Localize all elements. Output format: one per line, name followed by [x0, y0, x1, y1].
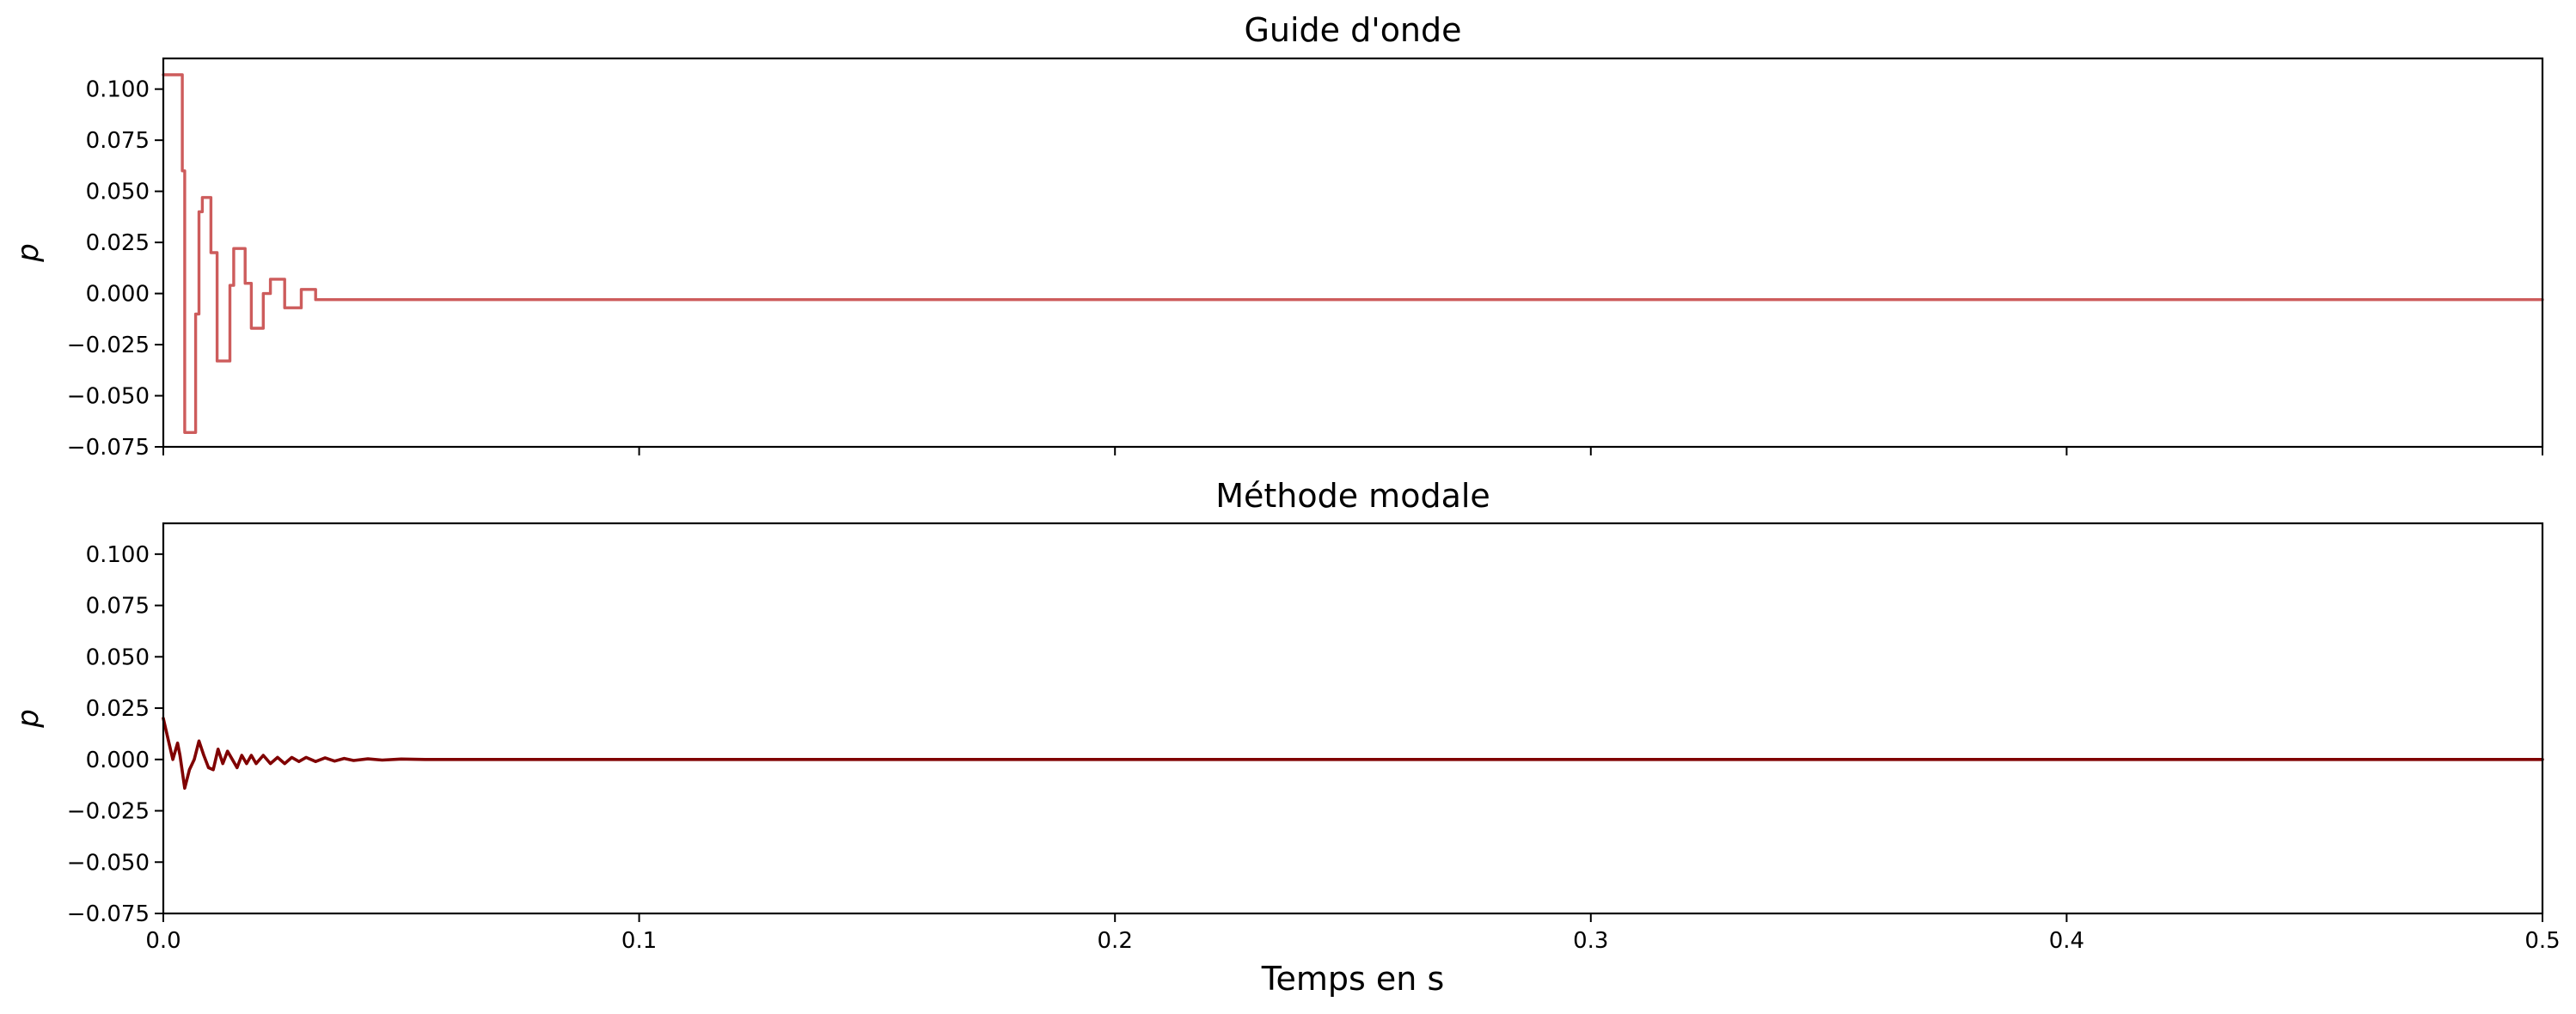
y-tick-label: 0.075: [86, 594, 150, 620]
y-tick-label: 0.050: [86, 180, 150, 205]
y-tick-label: −0.025: [67, 799, 150, 825]
x-tick-label: 0.1: [621, 928, 657, 954]
x-tick-label: 0.2: [1098, 928, 1133, 954]
y-tick-label: 0.000: [86, 282, 150, 308]
x-tick-label: 0.0: [145, 928, 181, 954]
top-panel-plot-area: 0.100 0.075 0.050 0.025 0.000 −0.025 −0.050 −0.…: [67, 73, 2544, 461]
top-panel-title: Guide d'onde: [1244, 11, 1461, 49]
bottom-panel-plot-area: 0.100 0.075 0.050 0.025 0.000 −0.025 −0.050 −0.…: [67, 542, 2561, 954]
y-tick-label: 0.025: [86, 230, 150, 256]
x-axis-label: Temps en s: [1261, 960, 1445, 998]
x-tick-label: 0.4: [2049, 928, 2084, 954]
y-tick-label: −0.075: [67, 435, 150, 461]
x-tick-label: 0.5: [2524, 928, 2560, 954]
waveguide-series-line: [162, 73, 2544, 434]
y-tick-label: 0.100: [86, 77, 150, 103]
y-tick-label: 0.000: [86, 748, 150, 773]
y-tick-label: 0.050: [86, 644, 150, 670]
modal-series-line: [162, 717, 2544, 790]
y-tick-label: 0.100: [86, 542, 150, 568]
bottom-panel-title: Méthode modale: [1215, 477, 1490, 515]
top-panel-y-axis-label: p: [11, 243, 46, 263]
y-tick-label: −0.025: [67, 333, 150, 358]
y-tick-label: −0.075: [67, 901, 150, 927]
y-tick-label: −0.050: [67, 384, 150, 410]
y-tick-label: 0.025: [86, 696, 150, 722]
y-tick-label: 0.075: [86, 128, 150, 154]
x-tick-label: 0.3: [1573, 928, 1608, 954]
top-panel: Guide d'onde p 0.100 0.075 0.050 0.025 0.000…: [11, 11, 2544, 461]
bottom-panel-y-axis-label: p: [11, 709, 46, 729]
y-tick-label: −0.050: [67, 850, 150, 876]
top-panel-frame: [162, 57, 2544, 449]
bottom-panel-frame: [162, 522, 2544, 915]
bottom-panel: Méthode modale p 0.100 0.075 0.050 0.025 0.0…: [11, 477, 2561, 998]
